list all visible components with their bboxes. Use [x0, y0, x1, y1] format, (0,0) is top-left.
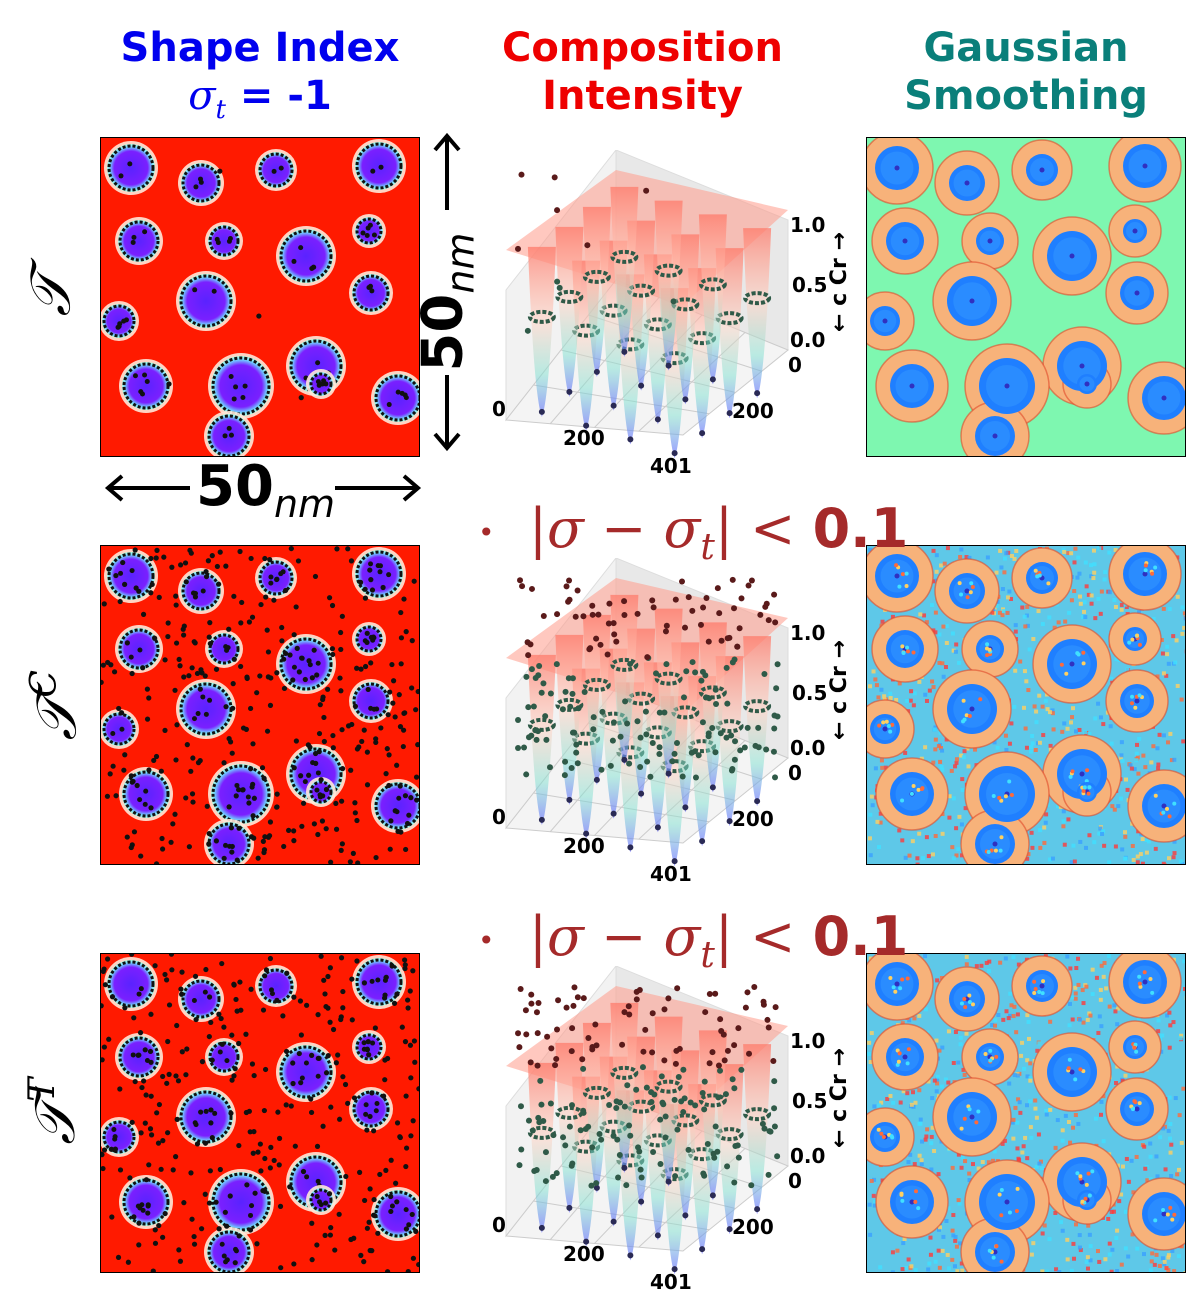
x-tick-401: 401: [650, 862, 692, 886]
z-tick-1: 1.0: [790, 1029, 825, 1053]
z-tick-05: 0.5: [792, 1089, 827, 1113]
y-tick-200: 200: [732, 399, 774, 423]
composition-3d-plot-2: 0 200 401 0 200 0.0 0.5 1.0 ← c Cr →: [488, 556, 858, 888]
z-tick-0: 0.0: [790, 328, 825, 352]
composition-header: Composition Intensity: [470, 24, 815, 120]
composition-title-1: Composition: [502, 25, 783, 71]
gaussian-title-2: Smoothing: [904, 73, 1148, 119]
composition-3d-plot-3: 0 200 401 0 200 0.0 0.5 1.0 ← c Cr →: [488, 964, 858, 1296]
x-tick-401: 401: [650, 1270, 692, 1294]
gaussian-header: Gaussian Smoothing: [866, 24, 1186, 120]
criterion-label-2: • |σ − σt| < 0.1: [478, 905, 909, 976]
vertical-scale-label: 50nm: [410, 232, 483, 372]
z-axis-label: ← c Cr →: [827, 1048, 852, 1148]
criterion-label-1: • |σ − σt| < 0.1: [478, 497, 909, 568]
y-tick-200: 200: [732, 1215, 774, 1239]
z-tick-1: 1.0: [790, 621, 825, 645]
shape-index-panel-2: [100, 545, 420, 865]
z-tick-0: 0.0: [790, 736, 825, 760]
x-tick-0: 0: [492, 805, 506, 829]
z-tick-05: 0.5: [792, 273, 827, 297]
sigma-target-label: σt = -1: [188, 73, 332, 125]
x-tick-200: 200: [563, 834, 605, 858]
row-label-TT: 𝒯T: [22, 1077, 88, 1145]
gaussian-panel-1: [866, 137, 1186, 457]
gaussian-title-1: Gaussian: [923, 25, 1129, 71]
x-tick-200: 200: [563, 426, 605, 450]
shape-index-panel-3: [100, 953, 420, 1273]
x-tick-0: 0: [492, 1213, 506, 1237]
y-tick-200: 200: [732, 807, 774, 831]
shape-index-header: Shape Index σt = -1: [100, 24, 420, 134]
vertical-scale-bar: 50nm: [410, 130, 483, 455]
y-tick-0: 0: [788, 353, 802, 377]
gaussian-panel-2: [866, 545, 1186, 865]
row-label-T: 𝒯: [18, 273, 84, 317]
composition-title-2: Intensity: [542, 73, 743, 119]
z-tick-05: 0.5: [792, 681, 827, 705]
z-axis-label: ← c Cr →: [827, 640, 852, 740]
x-tick-401: 401: [650, 454, 692, 478]
composition-3d-plot-1: 0 200 401 0 200 0.0 0.5 1.0 ← c Cr →: [488, 148, 858, 480]
horizontal-scale-bar: 50nm: [100, 454, 425, 526]
gaussian-panel-3: [866, 953, 1186, 1273]
x-tick-200: 200: [563, 1242, 605, 1266]
z-axis-label: ← c Cr →: [827, 232, 852, 332]
x-tick-0: 0: [492, 397, 506, 421]
row-label-TC: 𝒯C: [23, 670, 90, 741]
y-tick-0: 0: [788, 761, 802, 785]
z-tick-0: 0.0: [790, 1144, 825, 1168]
shape-index-panel-1: [100, 137, 420, 457]
horizontal-scale-label: 50nm: [196, 454, 336, 527]
y-tick-0: 0: [788, 1169, 802, 1193]
z-tick-1: 1.0: [790, 213, 825, 237]
shape-index-title: Shape Index: [120, 25, 400, 71]
